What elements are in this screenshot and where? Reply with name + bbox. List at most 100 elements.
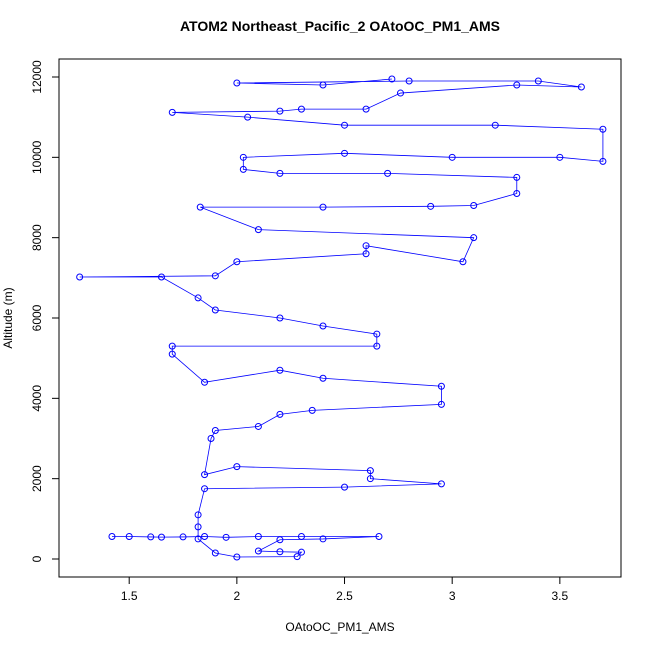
- data-point: [319, 81, 327, 89]
- data-point: [222, 533, 230, 541]
- data-point: [276, 548, 284, 556]
- data-point: [437, 400, 445, 408]
- data-point: [276, 314, 284, 322]
- data-point: [276, 536, 284, 544]
- data-point: [319, 322, 327, 330]
- y-tick-label: 6000: [30, 304, 44, 331]
- data-point: [233, 553, 241, 561]
- data-point: [239, 153, 247, 161]
- y-tick-label: 10000: [30, 140, 44, 174]
- plot-frame: [58, 58, 622, 578]
- data-point: [513, 189, 521, 197]
- data-point: [254, 533, 262, 541]
- data-point: [599, 125, 607, 133]
- data-point: [556, 153, 564, 161]
- data-point: [297, 105, 305, 113]
- data-point: [470, 234, 478, 242]
- data-point: [362, 242, 370, 250]
- data-point: [459, 258, 467, 266]
- data-point: [397, 89, 405, 97]
- data-point: [341, 483, 349, 491]
- data-point: [319, 535, 327, 543]
- data-point: [366, 475, 374, 483]
- data-point: [373, 330, 381, 338]
- data-point: [341, 121, 349, 129]
- data-point: [233, 463, 241, 471]
- y-tick-label: 0: [30, 555, 44, 562]
- data-point: [233, 258, 241, 266]
- data-point: [254, 547, 262, 555]
- y-tick-label: 8000: [30, 224, 44, 251]
- y-axis-label: Altitude (m): [1, 287, 15, 348]
- data-point: [366, 467, 374, 475]
- data-point: [448, 153, 456, 161]
- chart-title: ATOM2 Northeast_Pacific_2 OAtoOC_PM1_AMS: [180, 18, 500, 34]
- data-point: [194, 511, 202, 519]
- y-tick-label: 12000: [30, 60, 44, 94]
- data-point: [319, 374, 327, 382]
- data-point: [201, 533, 209, 541]
- data-point: [244, 113, 252, 121]
- data-point: [168, 350, 176, 358]
- x-tick-label: 3.5: [552, 589, 569, 603]
- data-point: [211, 549, 219, 557]
- data-point: [276, 169, 284, 177]
- data-point: [297, 548, 305, 556]
- data-point: [201, 485, 209, 493]
- x-tick-label: 2: [234, 589, 241, 603]
- data-point: [341, 149, 349, 157]
- data-point: [297, 533, 305, 541]
- data-point: [293, 553, 301, 561]
- data-point: [194, 294, 202, 302]
- y-tick-label: 2000: [30, 465, 44, 492]
- data-point: [211, 426, 219, 434]
- x-axis-label: OAtoOC_PM1_AMS: [285, 620, 394, 634]
- y-tick-label: 4000: [30, 385, 44, 412]
- data-point: [108, 533, 116, 541]
- data-point: [513, 81, 521, 89]
- data-point: [375, 533, 383, 541]
- data-point: [194, 523, 202, 531]
- data-point: [211, 306, 219, 314]
- data-point: [239, 165, 247, 173]
- data-point: [437, 480, 445, 488]
- x-tick-label: 1.5: [121, 589, 138, 603]
- data-point: [276, 410, 284, 418]
- data-point: [201, 378, 209, 386]
- data-line: [79, 78, 604, 558]
- data-point: [179, 533, 187, 541]
- data-point: [388, 75, 396, 83]
- data-point: [196, 203, 204, 211]
- data-point: [577, 83, 585, 91]
- data-point: [157, 533, 165, 541]
- data-point: [254, 422, 262, 430]
- data-point: [599, 157, 607, 165]
- data-point: [362, 250, 370, 258]
- data-point: [254, 226, 262, 234]
- data-point: [491, 121, 499, 129]
- data-point: [168, 342, 176, 350]
- data-point: [437, 382, 445, 390]
- data-point: [168, 108, 176, 116]
- data-point: [233, 79, 241, 87]
- data-point: [384, 169, 392, 177]
- data-point: [405, 77, 413, 85]
- data-point: [534, 77, 542, 85]
- data-point: [276, 107, 284, 115]
- data-point: [76, 273, 84, 281]
- data-point: [362, 105, 370, 113]
- data-point: [319, 203, 327, 211]
- data-point: [201, 471, 209, 479]
- data-point: [147, 533, 155, 541]
- data-point: [194, 535, 202, 543]
- data-point: [207, 435, 215, 443]
- data-point: [513, 173, 521, 181]
- x-tick-label: 2.5: [336, 589, 353, 603]
- data-point: [125, 533, 133, 541]
- data-point: [470, 202, 478, 210]
- data-point: [157, 273, 165, 281]
- data-point: [373, 342, 381, 350]
- data-point: [276, 366, 284, 374]
- data-point: [211, 272, 219, 280]
